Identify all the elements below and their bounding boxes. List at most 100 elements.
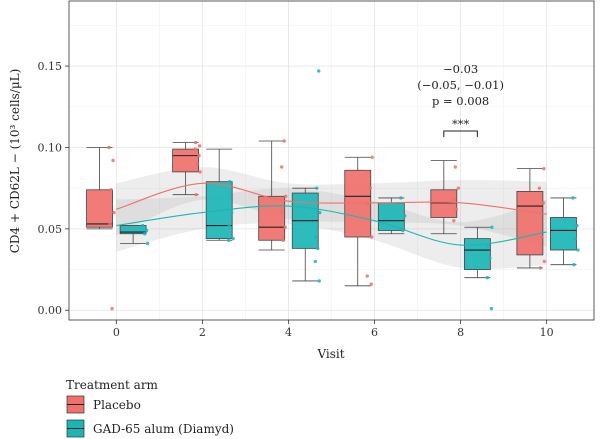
significance-stars: ***: [452, 117, 470, 131]
data-point: [399, 196, 403, 200]
data-point: [194, 192, 198, 197]
data-point: [538, 266, 543, 270]
data-point: [370, 155, 374, 159]
data-point: [313, 259, 317, 264]
legend-title: Treatment arm: [66, 378, 159, 392]
grid: [69, 1, 594, 320]
annotation-p-value: p = 0.008: [432, 94, 489, 108]
data-point: [576, 248, 580, 252]
box-body: [172, 148, 200, 173]
trend-line: [116, 205, 547, 246]
data-point: [195, 162, 199, 166]
data-point: [145, 241, 150, 246]
data-point: [282, 139, 286, 143]
data-point: [369, 282, 373, 286]
data-point: [454, 207, 459, 212]
data-point: [283, 194, 288, 199]
trend-lines: [116, 182, 547, 246]
data-point: [197, 153, 201, 158]
plot-panel-border: [68, 0, 595, 321]
data-point: [370, 235, 374, 239]
legend-label-placebo: Placebo: [93, 398, 141, 412]
x-tick-label: 4: [285, 326, 292, 339]
data-point: [489, 306, 494, 311]
data-point: [226, 238, 231, 242]
data-point: [279, 210, 283, 215]
box-0-visit-0: [86, 147, 113, 230]
data-point: [198, 170, 202, 174]
data-point: [571, 196, 575, 200]
box-body: [258, 195, 286, 241]
box-body: [377, 202, 405, 231]
data-point: [366, 170, 370, 174]
box-1-visit-10: [550, 197, 577, 266]
significance-bracket: [443, 130, 478, 137]
data-point: [109, 188, 113, 192]
data-point: [541, 201, 546, 205]
data-point: [107, 145, 111, 150]
data-point: [283, 225, 287, 229]
x-tick-label: 2: [199, 326, 206, 339]
data-point: [197, 144, 202, 148]
data-point: [537, 186, 542, 190]
data-point: [542, 166, 546, 171]
annotation-estimate: −0.03: [443, 62, 478, 76]
data-point: [539, 235, 544, 239]
data-point: [575, 223, 579, 228]
box-body: [550, 217, 577, 251]
y-tick-label: 0.10: [38, 141, 63, 154]
y-tick-label: 0.00: [38, 304, 63, 317]
data-point: [314, 235, 318, 239]
data-point: [316, 246, 320, 251]
legend-item-placebo: Placebo: [66, 395, 141, 414]
annotation-interval: (−0.05, −0.01): [417, 78, 504, 92]
data-point: [318, 210, 322, 215]
axes: 0.00 0.05 0.10 0.15 0 2 4 6 8 10: [38, 60, 554, 339]
data-point: [281, 238, 285, 242]
box-0-visit-10: [516, 168, 544, 269]
data-point: [140, 223, 145, 228]
data-point: [144, 228, 149, 233]
x-tick-label: 10: [540, 326, 554, 339]
data-point: [279, 165, 284, 169]
data-point: [110, 306, 114, 311]
box-0-visit-2: [172, 142, 200, 196]
x-tick-label: 6: [371, 326, 378, 339]
data-point: [488, 256, 492, 260]
data-point: [365, 274, 369, 278]
legend: Treatment arm Placebo GAD-65 alum (Diamy…: [66, 378, 234, 438]
y-tick-label: 0.05: [38, 223, 63, 236]
data-point: [193, 147, 197, 151]
y-tick-label: 0.15: [38, 60, 63, 73]
data-point: [456, 186, 461, 190]
x-axis-title: Visit: [316, 347, 344, 361]
box-body: [463, 238, 491, 270]
box-0-visit-4: [258, 140, 286, 251]
data-point: [231, 236, 235, 241]
data-point: [573, 236, 577, 241]
box-body: [430, 189, 458, 218]
box-body: [516, 191, 544, 256]
data-point: [490, 225, 494, 229]
data-point: [315, 186, 319, 190]
data-point: [111, 158, 115, 163]
data-point: [366, 202, 370, 207]
data-point: [368, 186, 372, 190]
data-point: [542, 259, 547, 264]
data-point: [193, 140, 198, 145]
data-point: [227, 223, 231, 228]
legend-label-gad65: GAD-65 alum (Diamyd): [93, 422, 234, 436]
data-point: [112, 210, 116, 215]
data-point: [317, 279, 321, 283]
box-0-visit-8: [430, 160, 458, 235]
data-point: [142, 232, 147, 236]
trend-line: [116, 182, 547, 215]
data-point: [227, 179, 232, 184]
data-point: [452, 197, 457, 202]
box-0-visit-6: [344, 156, 372, 287]
significance-annotation: −0.03 (−0.05, −0.01) p = 0.008 ***: [417, 62, 504, 137]
data-point: [317, 69, 321, 73]
data-point: [452, 219, 456, 223]
y-axis-title: CD4 + CD62L − (10³ cells/μL): [8, 69, 22, 254]
